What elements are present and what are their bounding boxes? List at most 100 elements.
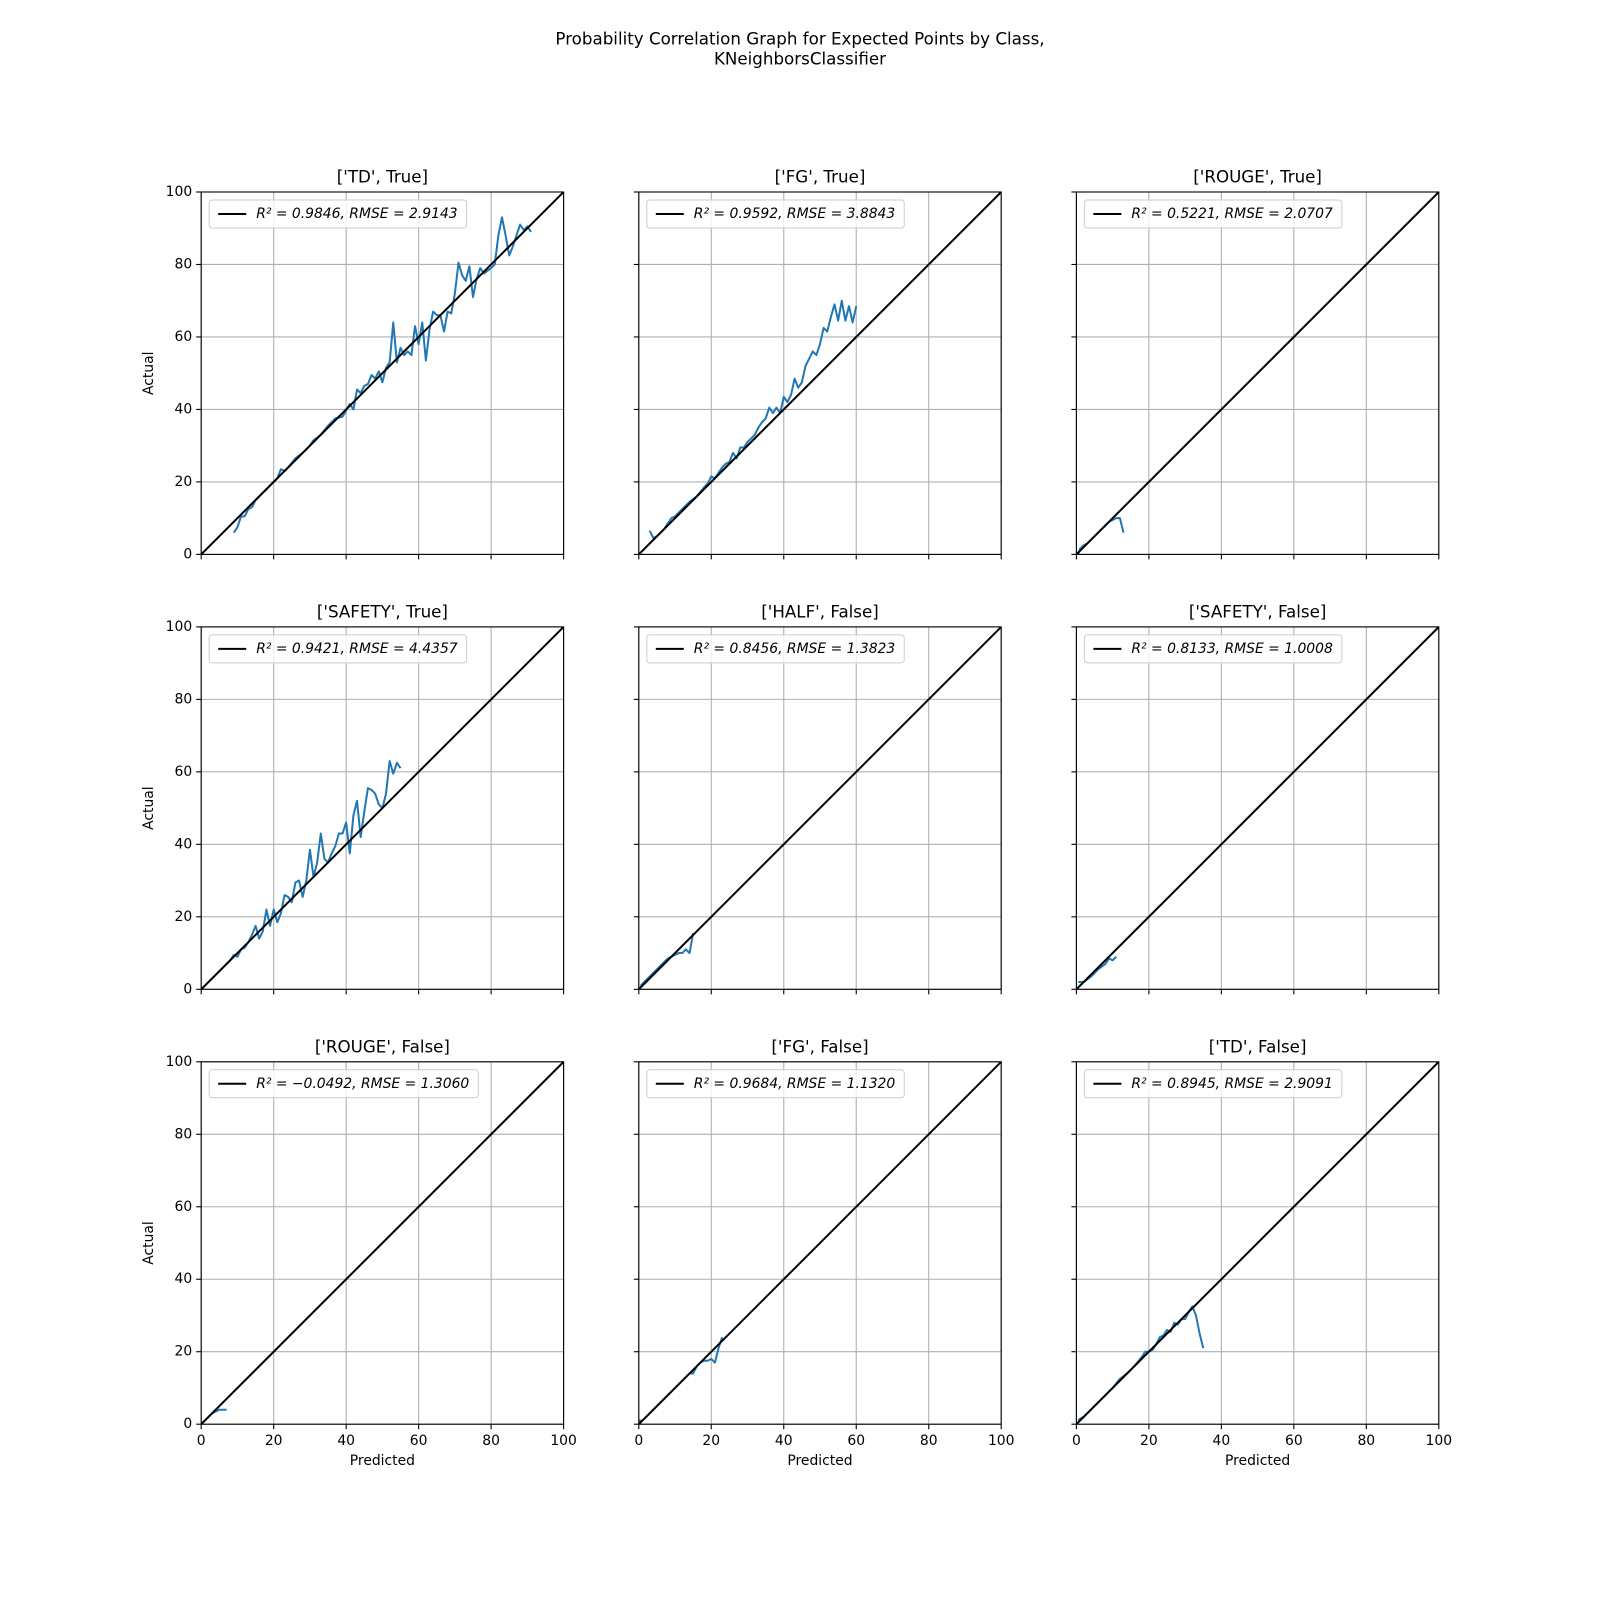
- y-tick-label: 0: [183, 981, 192, 997]
- y-axis-label: Actual: [141, 1221, 157, 1265]
- legend-label: R² = 0.9846, RMSE = 2.9143: [256, 206, 457, 222]
- subplot: 0 20 40 60 80 100 ['SAFETY', True] Actual R² = 0…: [141, 601, 565, 997]
- series-line: [648, 299, 858, 540]
- y-tick-label: 60: [175, 329, 193, 345]
- y-tick-label: 0: [183, 1416, 192, 1432]
- legend: R² = 0.9421, RMSE = 4.4357: [208, 634, 468, 664]
- x-tick-label: 80: [920, 1433, 938, 1449]
- subplot-title: ['HALF', False]: [761, 601, 879, 621]
- y-axis-label: Actual: [141, 786, 157, 830]
- subplot: 0 20 40 60 80 100 0 20 40 60 80 100 ['ROUGE', False]…: [141, 1036, 577, 1469]
- legend: R² = 0.9846, RMSE = 2.9143: [208, 199, 468, 229]
- figure-title: KNeighborsClassifier: [714, 49, 886, 69]
- subplot-title: ['ROUGE', False]: [315, 1036, 450, 1056]
- legend-label: R² = 0.9592, RMSE = 3.8843: [694, 206, 895, 222]
- subplot: 0 20 40 60 80 100 ['TD', True] Actual R² = 0.984…: [141, 167, 565, 562]
- subplot: ['FG', True] R² = 0.9592, RMSE = 3.8843: [633, 167, 1002, 560]
- x-tick-label: 40: [1213, 1433, 1231, 1449]
- legend: R² = 0.8133, RMSE = 1.0008: [1083, 634, 1343, 664]
- legend-box: [1083, 1069, 1343, 1099]
- legend-label: R² = −0.0492, RMSE = 1.3060: [256, 1076, 469, 1092]
- series-line: [639, 932, 695, 987]
- x-tick-label: 20: [1140, 1433, 1158, 1449]
- x-tick-label: 0: [197, 1433, 206, 1449]
- y-tick-label: 60: [175, 1199, 193, 1215]
- legend-label: R² = 0.8133, RMSE = 1.0008: [1131, 641, 1333, 657]
- series-line: [1076, 626, 1439, 990]
- x-tick-label: 100: [1426, 1433, 1453, 1449]
- figure-title: Probability Correlation Graph for Expect…: [555, 29, 1044, 49]
- axes-frame: [1075, 626, 1440, 990]
- y-tick-label: 80: [175, 256, 193, 272]
- axes-frame: [638, 191, 1002, 555]
- series-line: [638, 1061, 1002, 1425]
- legend-box: [1083, 634, 1343, 664]
- axes-frame: [200, 1061, 565, 1425]
- legend: R² = 0.8945, RMSE = 2.9091: [1083, 1069, 1343, 1099]
- x-tick-label: 0: [1072, 1433, 1081, 1449]
- x-tick-label: 60: [410, 1433, 428, 1449]
- subplot: 0 20 40 60 80 100 ['TD', False] Predicted R² = 0…: [1071, 1036, 1452, 1469]
- legend-label: R² = 0.5221, RMSE = 2.0707: [1131, 206, 1333, 222]
- y-tick-label: 80: [175, 691, 193, 707]
- series-line: [1076, 192, 1439, 555]
- x-tick-label: 60: [847, 1433, 865, 1449]
- x-tick-label: 40: [775, 1433, 793, 1449]
- legend: R² = 0.9684, RMSE = 1.1320: [646, 1069, 905, 1099]
- y-tick-label: 20: [175, 1344, 193, 1360]
- legend-box: [1083, 199, 1343, 229]
- series-line: [638, 626, 1002, 990]
- x-tick-label: 100: [988, 1433, 1015, 1449]
- subplot-title: ['SAFETY', True]: [317, 601, 448, 621]
- y-tick-label: 20: [175, 474, 193, 490]
- x-tick-label: 20: [265, 1433, 283, 1449]
- subplot-title: ['SAFETY', False]: [1189, 601, 1327, 621]
- y-tick-label: 20: [175, 909, 193, 925]
- subplot-title: ['FG', False]: [771, 1036, 868, 1056]
- y-tick-label: 100: [166, 619, 193, 635]
- subplot-title: ['TD', False]: [1209, 1036, 1307, 1056]
- axes-frame: [200, 626, 565, 990]
- x-tick-label: 80: [1357, 1433, 1375, 1449]
- x-tick-label: 40: [337, 1433, 355, 1449]
- x-axis-label: Predicted: [1225, 1453, 1290, 1469]
- axes-frame: [200, 191, 565, 555]
- y-tick-label: 60: [175, 764, 193, 780]
- x-tick-label: 20: [702, 1433, 720, 1449]
- series-line: [638, 192, 1002, 555]
- legend: R² = 0.5221, RMSE = 2.0707: [1083, 199, 1343, 229]
- subplot-title: ['ROUGE', True]: [1193, 167, 1322, 187]
- legend-box: [646, 1069, 905, 1099]
- legend: R² = 0.9592, RMSE = 3.8843: [646, 199, 905, 229]
- legend-box: [208, 1069, 479, 1099]
- subplot: ['HALF', False] R² = 0.8456, RMSE = 1.382…: [633, 601, 1002, 995]
- x-tick-label: 0: [634, 1433, 643, 1449]
- axes-frame: [1075, 1061, 1440, 1425]
- legend: R² = 0.8456, RMSE = 1.3823: [646, 634, 905, 664]
- subplot-title: ['TD', True]: [337, 167, 428, 187]
- y-tick-label: 40: [175, 1271, 193, 1287]
- x-tick-label: 80: [482, 1433, 500, 1449]
- x-tick-label: 100: [550, 1433, 577, 1449]
- legend-box: [646, 634, 905, 664]
- y-tick-label: 100: [166, 184, 193, 200]
- series-line: [201, 626, 564, 990]
- series-line: [201, 192, 564, 555]
- x-axis-label: Predicted: [787, 1453, 852, 1469]
- y-tick-label: 80: [175, 1126, 193, 1142]
- legend-box: [208, 199, 468, 229]
- axes-frame: [1075, 191, 1440, 555]
- y-tick-label: 40: [175, 401, 193, 417]
- axes-frame: [638, 626, 1002, 990]
- subplot: 0 20 40 60 80 100 ['FG', False] Predicted R² = 0…: [633, 1036, 1015, 1469]
- legend-box: [208, 634, 468, 664]
- y-tick-label: 100: [166, 1054, 193, 1070]
- subplot: ['ROUGE', True] R² = 0.5221, RMSE = 2.070…: [1071, 167, 1440, 560]
- x-axis-label: Predicted: [350, 1453, 415, 1469]
- x-tick-label: 60: [1285, 1433, 1303, 1449]
- legend-label: R² = 0.8456, RMSE = 1.3823: [694, 641, 895, 657]
- series-line: [1076, 1061, 1439, 1425]
- subplot: ['SAFETY', False] R² = 0.8133, RMSE = 1.0…: [1071, 601, 1440, 995]
